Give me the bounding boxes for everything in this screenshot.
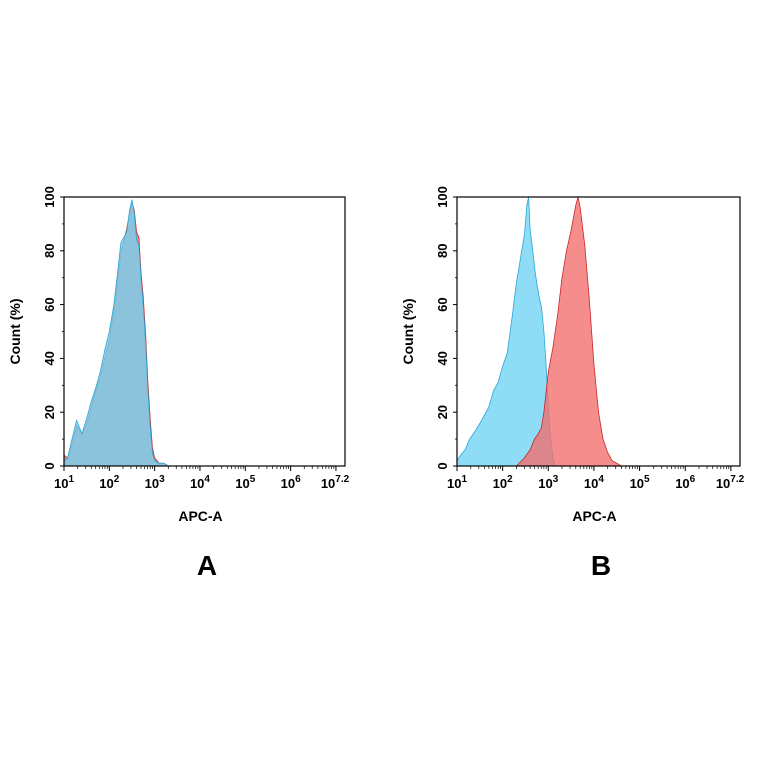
y-tick-label: 80 (435, 244, 450, 258)
y-tick-label: 100 (42, 186, 57, 208)
x-tick-exponent: 7.2 (335, 474, 349, 485)
x-tick-exponent: 2 (114, 474, 120, 485)
x-tick-exponent: 7.2 (730, 474, 744, 485)
x-tick-base: 10 (235, 476, 249, 491)
x-tick-label: 102 (99, 474, 119, 491)
y-axis-title: Count (%) (400, 298, 416, 364)
x-tick-label: 104 (584, 474, 604, 491)
x-axis-title: APC-A (572, 508, 616, 524)
x-tick-label: 106 (281, 474, 301, 491)
x-tick-label: 104 (190, 474, 210, 491)
x-tick-label: 103 (538, 474, 558, 491)
x-tick-label: 107.2 (716, 474, 745, 491)
x-tick-base: 10 (630, 476, 644, 491)
x-tick-label: 101 (54, 474, 74, 491)
x-tick-base: 10 (99, 476, 113, 491)
x-tick-label: 105 (235, 474, 255, 491)
x-tick-base: 10 (493, 476, 507, 491)
x-tick-exponent: 1 (461, 474, 467, 485)
x-tick-exponent: 5 (250, 474, 256, 485)
x-tick-label: 102 (493, 474, 513, 491)
panel-label: A (197, 550, 217, 581)
x-tick-exponent: 4 (598, 474, 604, 485)
x-tick-base: 10 (447, 476, 461, 491)
y-tick-label: 0 (435, 462, 450, 469)
x-tick-exponent: 3 (553, 474, 559, 485)
x-tick-exponent: 5 (644, 474, 650, 485)
y-tick-label: 80 (42, 244, 57, 258)
y-tick-label: 0 (42, 462, 57, 469)
x-tick-exponent: 1 (68, 474, 74, 485)
y-tick-label: 20 (42, 405, 57, 419)
x-tick-label: 105 (630, 474, 650, 491)
x-tick-base: 10 (281, 476, 295, 491)
x-tick-exponent: 6 (295, 474, 301, 485)
y-tick-label: 20 (435, 405, 450, 419)
x-tick-label: 107.2 (321, 474, 350, 491)
x-tick-base: 10 (716, 476, 730, 491)
x-tick-base: 10 (321, 476, 335, 491)
y-tick-label: 40 (42, 351, 57, 365)
x-tick-base: 10 (584, 476, 598, 491)
x-tick-exponent: 2 (507, 474, 513, 485)
x-tick-base: 10 (675, 476, 689, 491)
x-tick-exponent: 3 (159, 474, 165, 485)
x-tick-base: 10 (145, 476, 159, 491)
x-tick-base: 10 (54, 476, 68, 491)
histogram-series-2 (63, 199, 182, 467)
histogram-series-2 (515, 196, 630, 467)
y-axis-title: Count (%) (7, 298, 23, 364)
y-tick-label: 100 (435, 186, 450, 208)
panel-label: B (591, 550, 611, 581)
x-axis-title: APC-A (178, 508, 222, 524)
y-tick-label: 60 (42, 297, 57, 311)
x-tick-exponent: 6 (690, 474, 696, 485)
x-tick-label: 103 (145, 474, 165, 491)
x-tick-base: 10 (538, 476, 552, 491)
x-tick-exponent: 4 (204, 474, 210, 485)
y-tick-label: 60 (435, 297, 450, 311)
x-tick-base: 10 (190, 476, 204, 491)
y-tick-label: 40 (435, 351, 450, 365)
x-tick-label: 106 (675, 474, 695, 491)
x-tick-label: 101 (447, 474, 467, 491)
